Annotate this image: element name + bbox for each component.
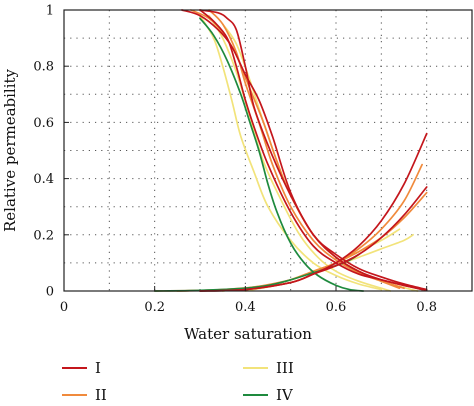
series-line-i — [199, 9, 423, 291]
plot-frame — [63, 9, 473, 292]
legend-label-iv: IV — [276, 386, 294, 404]
series-lines — [153, 9, 428, 292]
series-line-i — [199, 186, 428, 292]
y-tick-label: 0.2 — [33, 228, 54, 243]
series-line-i — [199, 9, 428, 292]
x-tick-label: 0.8 — [416, 300, 437, 315]
legend-label-i: I — [95, 359, 101, 377]
series-line-iv — [199, 17, 365, 292]
x-axis-title: Water saturation — [184, 325, 312, 343]
y-tick-label: 0.6 — [33, 116, 54, 131]
legend-label-ii: II — [95, 386, 107, 404]
y-tick-label: 0.4 — [33, 172, 54, 187]
series-line-iii — [199, 14, 383, 291]
x-tick-label: 0.2 — [144, 300, 165, 315]
y-tick-label: 1 — [46, 4, 54, 19]
legend-label-iii: III — [276, 359, 294, 377]
series-line-ii — [153, 163, 423, 292]
y-tick-label: 0 — [46, 285, 54, 300]
series-line-ii — [208, 9, 405, 290]
series-line-i — [181, 9, 428, 291]
y-tick-label: 0.8 — [33, 60, 54, 75]
x-tick-label: 0.4 — [235, 300, 256, 315]
series-line-i — [199, 132, 428, 292]
axis-ticks: 0 0.2 0.4 0.6 0.8 0 0.2 0.4 0.6 0.8 1 — [33, 4, 437, 316]
x-tick-label: 0 — [60, 300, 68, 315]
series-line-iv — [153, 253, 360, 292]
series-line-iii — [221, 23, 419, 292]
x-tick-label: 0.6 — [326, 300, 347, 315]
series-line-iii — [208, 14, 392, 292]
y-axis-title: Relative permeability — [1, 68, 19, 232]
